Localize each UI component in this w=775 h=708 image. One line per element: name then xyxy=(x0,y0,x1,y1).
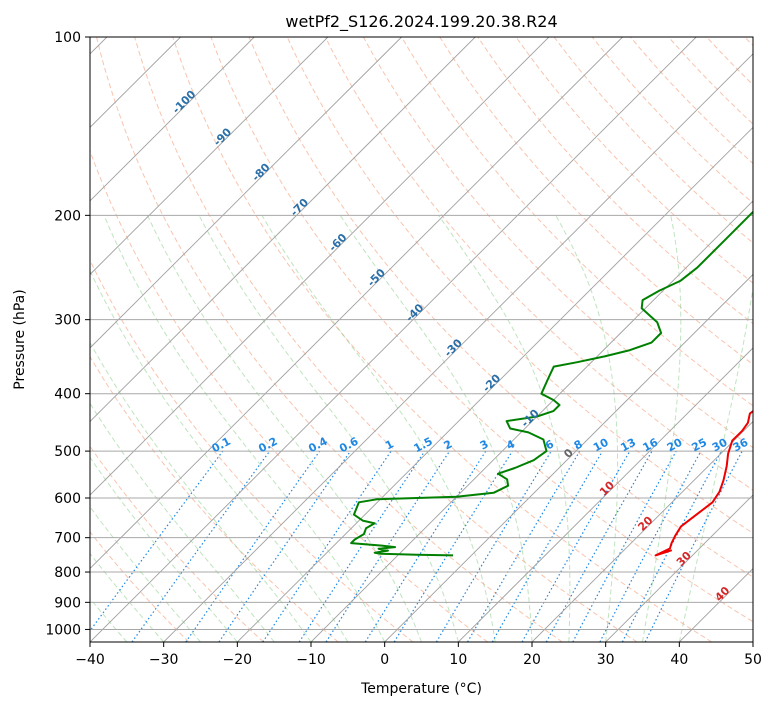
y-tick-label: 700 xyxy=(54,531,81,547)
x-tick-label: −40 xyxy=(75,652,105,668)
y-tick-label: 200 xyxy=(54,208,81,224)
isotherm-line xyxy=(237,126,753,642)
y-tick-label: 900 xyxy=(54,595,81,611)
mixing-ratio-line xyxy=(572,450,677,642)
isotherm-line xyxy=(90,37,255,202)
dry-adiabat-line xyxy=(286,37,753,534)
dry-adiabat-line xyxy=(172,37,712,642)
dry-adiabat-line xyxy=(134,37,638,642)
y-tick-label: 600 xyxy=(54,491,81,507)
x-tick-label: 0 xyxy=(380,652,389,668)
x-tick-label: −20 xyxy=(223,652,253,668)
isotherm-line xyxy=(90,37,697,642)
isotherm-line xyxy=(90,37,402,349)
mixing-ratio-line xyxy=(521,450,631,642)
dry-adiabat-line xyxy=(439,37,753,365)
sounding-profiles xyxy=(350,210,753,557)
y-tick-label: 300 xyxy=(54,313,81,329)
dry-adiabat-line xyxy=(96,37,563,642)
isotherm-line xyxy=(531,420,753,642)
x-tick-label: 20 xyxy=(523,652,541,668)
plot-frame xyxy=(89,36,754,643)
x-axis-label: Temperature (°C) xyxy=(360,681,482,697)
dry-adiabat-line xyxy=(553,37,753,244)
mixing-ratio-line xyxy=(364,450,487,642)
moist-adiabat-line xyxy=(198,215,459,642)
y-tick-label: 800 xyxy=(54,565,81,581)
dry-adiabat-line xyxy=(90,149,488,642)
mixing-ratio-label: 10 xyxy=(591,436,611,455)
mixing-ratio-line xyxy=(466,450,581,642)
isotherm-line xyxy=(384,273,753,642)
mixing-ratio-line xyxy=(218,450,351,642)
mixing-ratio-label: 25 xyxy=(689,436,709,455)
moist-adiabat-line xyxy=(678,285,753,642)
y-tick-label: 500 xyxy=(54,444,81,460)
x-tick-label: 10 xyxy=(449,652,467,668)
isotherm-line xyxy=(90,37,329,276)
dry-adiabat-line xyxy=(591,37,753,204)
dry-adiabat-line xyxy=(90,355,339,642)
dry-adiabat-line xyxy=(90,259,414,642)
y-tick-label: 1000 xyxy=(45,622,81,638)
mixing-ratio-label: 20 xyxy=(665,436,685,455)
moist-adiabat-line xyxy=(146,215,422,642)
dewpoint-profile-line xyxy=(350,210,753,557)
temperature-profile-line xyxy=(654,409,753,557)
dry-adiabat-line xyxy=(90,531,190,642)
dry-adiabat-line xyxy=(248,37,753,578)
moist-adiabat-line xyxy=(90,506,201,642)
y-tick-label: 100 xyxy=(54,30,81,46)
mixing-ratio-line xyxy=(185,450,321,642)
chart-title: wetPf2_S126.2024.199.20.38.R24 xyxy=(285,12,557,32)
mixing-ratio-line xyxy=(393,450,513,642)
moist-adiabat-line xyxy=(555,215,619,642)
moist-adiabat-line xyxy=(90,456,238,642)
moist-adiabat-line xyxy=(642,215,682,642)
isotherm-line xyxy=(458,347,753,642)
moist-adiabat-line xyxy=(90,597,128,642)
isotherm-line xyxy=(605,494,753,642)
isotherm-line xyxy=(310,200,753,642)
mixing-ratio-line xyxy=(131,450,271,642)
dry-adiabat-line xyxy=(210,37,753,623)
dry-adiabat-line xyxy=(477,37,753,325)
moist-adiabat-line xyxy=(90,402,275,642)
moist-adiabat-line xyxy=(90,341,312,642)
isotherm-line xyxy=(90,37,476,423)
mixing-ratio-line xyxy=(491,450,604,642)
x-tick-label: 50 xyxy=(744,652,762,668)
x-tick-label: −10 xyxy=(296,652,326,668)
moist-adiabat-line xyxy=(103,215,386,642)
moist-adiabat-line xyxy=(339,215,533,642)
isotherm-line xyxy=(90,37,550,496)
mixing-ratio-line xyxy=(435,450,552,642)
isotherm-line xyxy=(90,37,623,570)
y-tick-label: 400 xyxy=(54,387,81,403)
y-axis-label: Pressure (hPa) xyxy=(12,289,28,389)
x-tick-label: 40 xyxy=(670,652,688,668)
isotherm-line xyxy=(163,53,753,642)
x-tick-label: 30 xyxy=(597,652,615,668)
dry-adiabat-line xyxy=(324,37,753,491)
x-tick-label: −30 xyxy=(149,652,179,668)
moist-adiabat-line xyxy=(90,552,165,642)
mixing-ratio-label: 16 xyxy=(641,436,661,455)
x-axis: −40 −30 −20 −10 0 10 20 30 40 50 xyxy=(75,642,762,668)
mixing-ratio-label: 30 xyxy=(710,436,730,455)
mixing-ratio-label: 13 xyxy=(618,436,638,455)
plot-background xyxy=(90,37,753,642)
mixing-ratio-label: 36 xyxy=(731,436,751,455)
dry-adiabat-line xyxy=(401,37,753,407)
background-lines xyxy=(90,37,753,642)
moist-adiabat-line xyxy=(261,215,496,642)
y-axis: 100 200 300 400 500 600 700 800 900 1000 xyxy=(45,30,90,638)
